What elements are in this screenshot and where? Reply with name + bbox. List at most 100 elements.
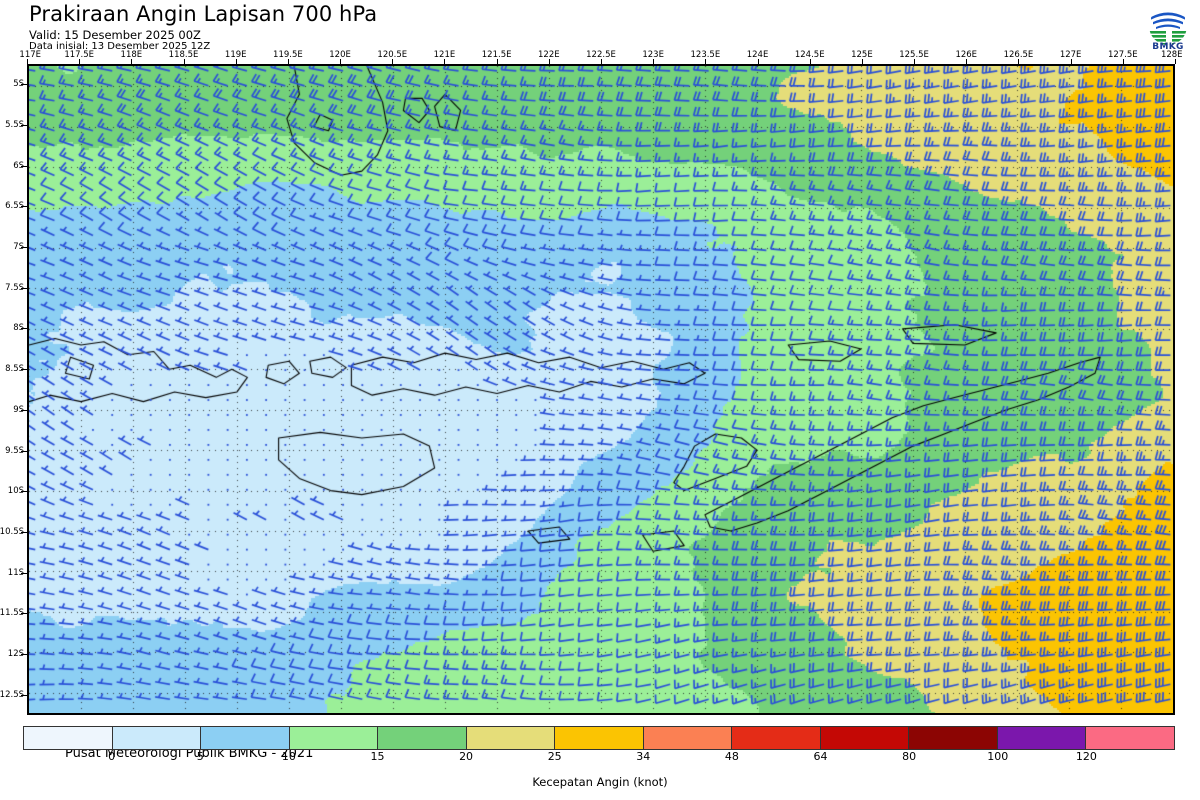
latitude-tick-label: 7S <box>13 242 24 253</box>
longitude-tick <box>914 59 916 64</box>
longitude-tick-label: 123E <box>642 50 664 60</box>
longitude-tick <box>131 59 133 64</box>
colorbar-tick-label: 34 <box>636 750 651 763</box>
colorbar-tick-label: 64 <box>813 750 828 763</box>
colorbar-segment <box>466 727 556 749</box>
colorbar-segment <box>820 727 910 749</box>
latitude-tick-label: 6S <box>13 160 24 171</box>
colorbar-tick-label: 100 <box>987 750 1009 763</box>
latitude-tick <box>21 328 27 330</box>
latitude-tick <box>21 247 27 249</box>
map-frame[interactable] <box>27 64 1175 715</box>
colorbar-tick-label: 48 <box>724 750 739 763</box>
longitude-tick <box>966 59 968 64</box>
longitude-tick-label: 128E <box>1160 50 1183 60</box>
latitude-tick-label: 12S <box>7 648 24 659</box>
bmkg-logo-label: BMKG <box>1152 42 1184 52</box>
colorbar-segments <box>23 726 1175 750</box>
longitude-tick <box>757 59 759 64</box>
latitude-tick <box>21 531 27 533</box>
latitude-axis-labels: 5S 5.5S 6S 6.5S 7S 7.5S 8S 8.5S 9S 9.5S 10S 10.5S 11… <box>0 64 24 715</box>
longitude-tick-label: 121E <box>433 50 456 60</box>
latitude-tick-label: 10S <box>7 486 24 497</box>
latitude-tick <box>21 450 27 452</box>
longitude-tick-label: 123.5E <box>690 50 721 60</box>
latitude-tick <box>21 287 27 289</box>
latitude-tick-label: 8.5S <box>5 364 24 375</box>
longitude-tick <box>809 59 811 64</box>
colorbar-tick-label: 15 <box>370 750 385 763</box>
colorbar-tick-label: 20 <box>459 750 474 763</box>
longitude-tick-label: 124E <box>746 50 769 60</box>
longitude-tick-label: 127.5E <box>1107 50 1138 60</box>
latitude-tick <box>21 572 27 574</box>
latitude-tick-label: 7.5S <box>5 282 24 293</box>
longitude-tick <box>340 59 342 64</box>
longitude-tick-label: 126.5E <box>1003 50 1034 60</box>
latitude-tick-label: 10.5S <box>0 526 24 537</box>
longitude-tick <box>548 59 550 64</box>
longitude-tick <box>496 59 498 64</box>
page-title: Prakiraan Angin Lapisan 700 hPa <box>29 2 378 26</box>
colorbar-tick-label: 25 <box>547 750 562 763</box>
longitude-tick-label: 122E <box>538 50 560 60</box>
latitude-tick <box>21 694 27 696</box>
longitude-tick-label: 119E <box>224 50 247 60</box>
latitude-tick <box>21 369 27 371</box>
colorbar <box>23 726 1175 750</box>
longitude-tick-label: 117E <box>19 50 42 60</box>
latitude-tick-label: 5.5S <box>5 120 24 131</box>
longitude-tick-label: 125.5E <box>899 50 929 60</box>
colorbar-tick-label: 80 <box>902 750 917 763</box>
longitude-tick-label: 118.5E <box>168 50 199 60</box>
colorbar-segment <box>378 727 467 749</box>
colorbar-tick-label: 5 <box>196 750 204 763</box>
longitude-tick <box>235 59 237 64</box>
colorbar-segment <box>24 727 113 749</box>
colorbar-segment <box>997 727 1087 749</box>
latitude-tick-label: 11S <box>7 567 24 578</box>
latitude-tick <box>21 491 27 493</box>
colorbar-tick-label: 0 <box>108 750 116 763</box>
latitude-tick-label: 6.5S <box>5 201 24 212</box>
colorbar-tick-labels: 0 5 10 15 20 25 34 48 64 80 100 120 <box>23 750 1175 764</box>
colorbar-segment <box>1086 727 1174 749</box>
longitude-tick <box>79 59 81 64</box>
latitude-tick-label: 9S <box>13 404 24 415</box>
colorbar-segment <box>643 727 733 749</box>
latitude-tick <box>21 125 27 127</box>
latitude-tick <box>21 409 27 411</box>
longitude-tick <box>705 59 707 64</box>
longitude-tick <box>1018 59 1020 64</box>
colorbar-segment <box>909 727 998 749</box>
longitude-axis-ticks <box>27 59 1176 65</box>
longitude-tick <box>1122 59 1124 64</box>
initial-data-label: Data inisial: 13 Desember 2025 12Z <box>29 41 211 52</box>
colorbar-title: Kecepatan Angin (knot) <box>532 775 668 789</box>
latitude-tick-label: 9.5S <box>5 445 24 456</box>
longitude-tick-label: 127E <box>1059 50 1082 60</box>
longitude-tick-label: 121.5E <box>481 50 512 60</box>
latitude-axis-ticks <box>21 64 27 715</box>
longitude-tick-label: 119.5E <box>273 50 303 60</box>
longitude-tick-label: 120.5E <box>377 50 408 60</box>
latitude-tick-label: 12.5S <box>0 689 24 700</box>
wind-field-canvas[interactable] <box>29 66 1173 713</box>
colorbar-segment <box>112 727 202 749</box>
colorbar-tick-label: 120 <box>1075 750 1097 763</box>
latitude-tick-label: 5S <box>13 79 24 90</box>
wind-map-panel[interactable]: Sumber Data: WRF - CIPS BMKG Pusat Meteo… <box>27 64 1175 761</box>
latitude-tick <box>21 206 27 208</box>
valid-time-label: Valid: 15 Desember 2025 00Z <box>29 28 201 42</box>
latitude-tick <box>21 84 27 86</box>
latitude-tick-label: 8S <box>13 323 24 334</box>
longitude-tick <box>1070 59 1072 64</box>
colorbar-segment <box>289 727 379 749</box>
latitude-tick <box>21 653 27 655</box>
longitude-tick <box>861 59 863 64</box>
longitude-tick <box>27 59 28 64</box>
bmkg-logo-icon <box>1142 6 1194 56</box>
longitude-tick-label: 120E <box>329 50 351 60</box>
longitude-tick-label: 125E <box>851 50 873 60</box>
map-header: Prakiraan Angin Lapisan 700 hPa Valid: 1… <box>0 0 1200 58</box>
